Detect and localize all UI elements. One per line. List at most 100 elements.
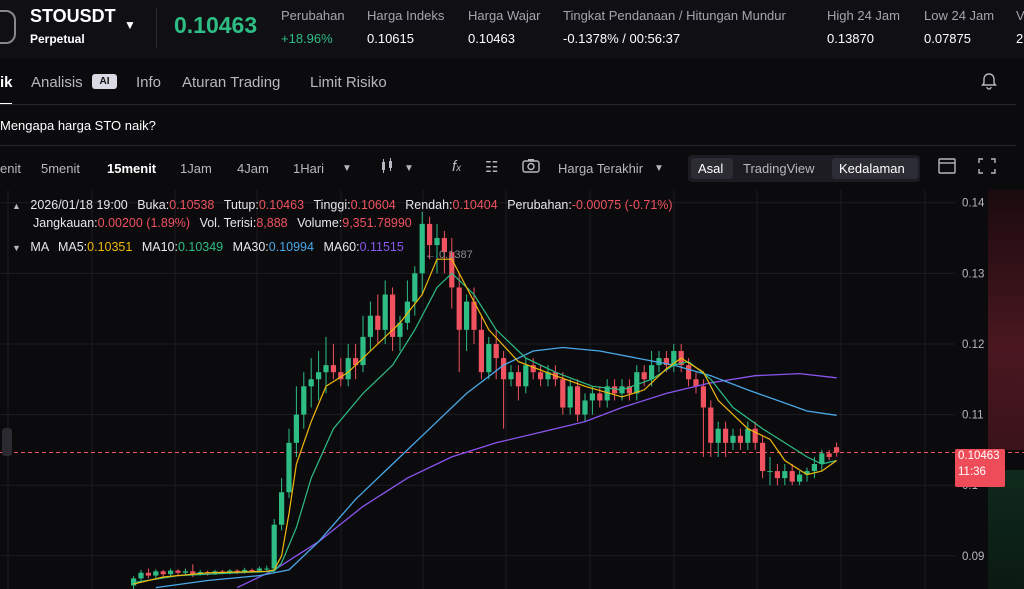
candle[interactable]: [737, 428, 743, 450]
view-depth[interactable]: Kedalaman: [839, 161, 905, 176]
candle[interactable]: [730, 428, 736, 450]
candle[interactable]: [404, 280, 410, 330]
price-type-caret-icon[interactable]: ▼: [654, 163, 664, 174]
timeframe-1h[interactable]: 1Jam: [180, 161, 212, 176]
candle[interactable]: [671, 343, 677, 373]
candle-type-icon[interactable]: [380, 158, 402, 178]
candle[interactable]: [782, 464, 788, 486]
candle[interactable]: [330, 343, 336, 380]
fullscreen-icon[interactable]: [978, 158, 996, 178]
candle[interactable]: [153, 569, 159, 579]
candle[interactable]: [515, 365, 521, 401]
candle[interactable]: [168, 568, 174, 577]
price-type-select[interactable]: Harga Terakhir: [558, 161, 644, 176]
candle[interactable]: [508, 365, 514, 387]
candle[interactable]: [316, 351, 322, 401]
candle[interactable]: [301, 372, 307, 429]
view-tradingview[interactable]: TradingView: [743, 161, 815, 176]
candle[interactable]: [434, 223, 440, 274]
candle[interactable]: [560, 372, 566, 415]
candle[interactable]: [826, 449, 832, 461]
candle[interactable]: [145, 568, 151, 579]
timeframe-4h[interactable]: 4Jam: [237, 161, 269, 176]
candle[interactable]: [182, 568, 188, 575]
camera-icon[interactable]: [522, 158, 540, 177]
candle[interactable]: [279, 478, 285, 531]
candle[interactable]: [345, 343, 351, 387]
candle[interactable]: [626, 379, 632, 401]
candle[interactable]: [649, 351, 655, 387]
candle[interactable]: [760, 435, 766, 479]
candle[interactable]: [538, 365, 544, 387]
symbol-name[interactable]: STOUSDT: [30, 6, 116, 26]
candle[interactable]: [604, 379, 610, 408]
candle[interactable]: [819, 449, 825, 472]
candle[interactable]: [375, 294, 381, 344]
sidebar-handle[interactable]: [2, 428, 12, 456]
legend-collapse-icon[interactable]: ▲: [12, 201, 21, 211]
candle[interactable]: [789, 464, 795, 486]
ma-label[interactable]: MA: [30, 240, 49, 254]
candle[interactable]: [693, 372, 699, 394]
timeframe-1d[interactable]: 1Hari: [293, 161, 325, 176]
candle[interactable]: [271, 519, 277, 570]
symbol-dropdown-caret-icon[interactable]: ▼: [124, 18, 136, 32]
candle[interactable]: [567, 379, 573, 415]
candle[interactable]: [641, 365, 647, 387]
candle[interactable]: [390, 287, 396, 352]
indicator-fx-icon[interactable]: fx: [452, 158, 462, 175]
timeframe-15m[interactable]: 15menit: [107, 161, 157, 176]
candle[interactable]: [656, 351, 662, 373]
candle-type-caret-icon[interactable]: ▼: [404, 163, 414, 174]
candle[interactable]: [774, 464, 780, 486]
candle[interactable]: [367, 301, 373, 352]
tab-analysis[interactable]: Analisis: [31, 74, 83, 91]
candle[interactable]: [767, 456, 773, 486]
candle[interactable]: [752, 421, 758, 450]
tab-info[interactable]: Info: [136, 74, 162, 91]
candle[interactable]: [797, 471, 803, 486]
candle[interactable]: [589, 386, 595, 415]
tab-chart[interactable]: ik: [0, 74, 13, 91]
ai-question-link[interactable]: Mengapa harga STO naik?: [0, 118, 156, 133]
candle[interactable]: [708, 400, 714, 457]
candle[interactable]: [715, 421, 721, 457]
candle[interactable]: [382, 280, 388, 344]
candle[interactable]: [612, 379, 618, 401]
candle[interactable]: [501, 351, 507, 429]
view-original[interactable]: Asal: [698, 161, 724, 176]
candle[interactable]: [478, 315, 484, 380]
candle[interactable]: [338, 358, 344, 387]
candle[interactable]: [597, 386, 603, 408]
candle[interactable]: [323, 336, 329, 394]
candle[interactable]: [486, 336, 492, 380]
candle[interactable]: [745, 421, 751, 450]
timeframe-1m[interactable]: enit: [0, 161, 21, 176]
candle[interactable]: [723, 421, 729, 457]
candle[interactable]: [464, 294, 470, 352]
tab-trading-rules[interactable]: Aturan Trading: [182, 74, 281, 91]
candle[interactable]: [634, 365, 640, 401]
candle[interactable]: [412, 266, 418, 316]
stat-label-funding[interactable]: Tingkat Pendanaan / Hitungan Mundur: [563, 8, 786, 23]
candle[interactable]: [575, 379, 581, 422]
candle[interactable]: [264, 565, 270, 572]
candle[interactable]: [360, 315, 366, 373]
candle[interactable]: [175, 569, 181, 576]
timeframe-more-caret-icon[interactable]: ▼: [342, 163, 352, 174]
panel-layout-icon[interactable]: [938, 158, 956, 178]
candle[interactable]: [456, 273, 462, 373]
candle[interactable]: [700, 379, 706, 457]
ma-legend-collapse-icon[interactable]: ▼: [12, 243, 21, 253]
candle[interactable]: [582, 393, 588, 422]
candle[interactable]: [286, 428, 292, 498]
candle[interactable]: [308, 358, 314, 408]
candle[interactable]: [397, 315, 403, 352]
candle[interactable]: [834, 442, 840, 457]
candle[interactable]: [353, 343, 359, 380]
candle[interactable]: [160, 569, 166, 577]
candle[interactable]: [441, 230, 447, 274]
layout-list-icon[interactable]: ☷: [485, 159, 499, 176]
tab-risk-limit[interactable]: Limit Risiko: [310, 74, 387, 91]
